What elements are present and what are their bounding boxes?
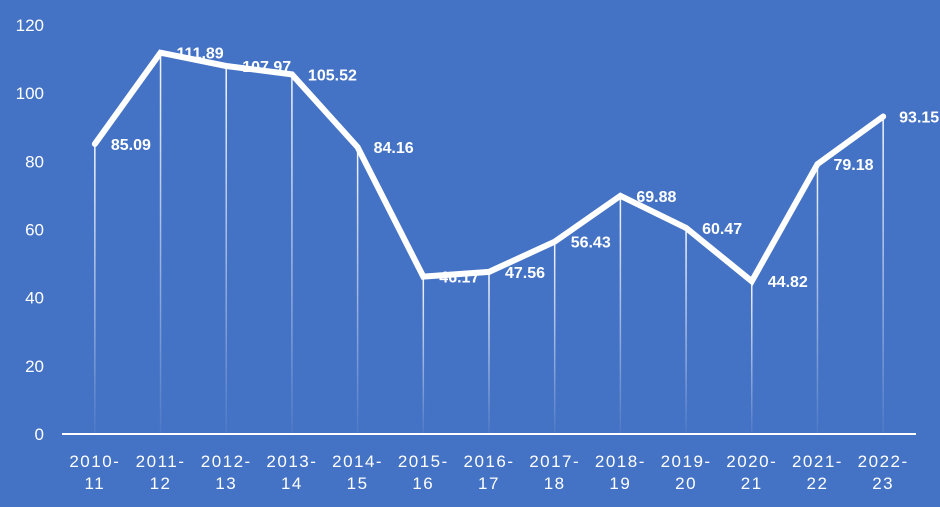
data-label: 46.17 xyxy=(439,270,479,287)
data-label: 85.09 xyxy=(111,137,151,154)
drop-line xyxy=(94,143,96,434)
data-label: 44.82 xyxy=(768,274,808,291)
x-tick-label: 2014-15 xyxy=(332,452,383,493)
data-label: 47.56 xyxy=(505,265,545,282)
data-label: 84.16 xyxy=(374,140,414,157)
data-label: 105.52 xyxy=(308,67,357,84)
data-label: 60.47 xyxy=(702,221,742,238)
drop-line xyxy=(816,164,819,434)
data-label: 107.97 xyxy=(242,59,291,76)
drop-line xyxy=(225,66,227,434)
drop-line xyxy=(159,52,162,435)
x-tick-label: 2019-20 xyxy=(661,452,712,493)
x-tick-label: 2010-11 xyxy=(69,452,120,493)
drop-line xyxy=(356,147,359,434)
x-tick-label: 2013-14 xyxy=(266,452,317,493)
data-label: 111.89 xyxy=(177,46,224,63)
drop-line xyxy=(422,276,425,434)
x-tick-label: 2015-16 xyxy=(398,452,449,493)
drop-line xyxy=(882,116,884,435)
x-tick-label: 2021-22 xyxy=(792,452,843,493)
y-tick-label: 100 xyxy=(16,84,44,103)
drop-line xyxy=(751,281,753,434)
x-tick-label: 2016-17 xyxy=(464,452,515,493)
drop-line xyxy=(291,74,293,435)
y-axis-ticks: 0 20 40 60 80 100 120 xyxy=(16,16,44,444)
x-tick-label: 2018-19 xyxy=(595,452,646,493)
y-tick-label: 20 xyxy=(25,357,44,376)
drop-line xyxy=(685,227,687,434)
x-tick-label: 2011-12 xyxy=(136,452,186,493)
x-tick-label: 2022-23 xyxy=(858,452,909,493)
series-line xyxy=(91,49,887,286)
y-tick-label: 40 xyxy=(25,289,44,308)
data-label: 56.43 xyxy=(571,235,611,252)
data-label: 69.88 xyxy=(636,189,676,206)
x-tick-label: 2017-18 xyxy=(529,452,580,493)
data-label: 93.15 xyxy=(899,110,939,127)
data-label: 79.18 xyxy=(833,157,873,174)
drop-line xyxy=(553,241,556,434)
y-tick-label: 120 xyxy=(16,16,44,35)
data-labels: 85.09 111.89 107.97 105.52 84.16 46.17 47.56 56… xyxy=(111,46,939,292)
drop-line xyxy=(619,195,622,434)
drop-lines xyxy=(94,52,884,435)
y-tick-label: 60 xyxy=(25,221,44,240)
y-tick-label: 80 xyxy=(25,152,44,171)
x-tick-label: 2020-21 xyxy=(726,452,777,493)
x-axis-ticks: 2010-11 2011-12 2012-13 2013-14 2014-15 2015-… xyxy=(69,452,909,493)
drop-line xyxy=(488,271,490,434)
y-tick-label: 0 xyxy=(35,425,44,444)
x-tick-label: 2012-13 xyxy=(201,452,252,493)
